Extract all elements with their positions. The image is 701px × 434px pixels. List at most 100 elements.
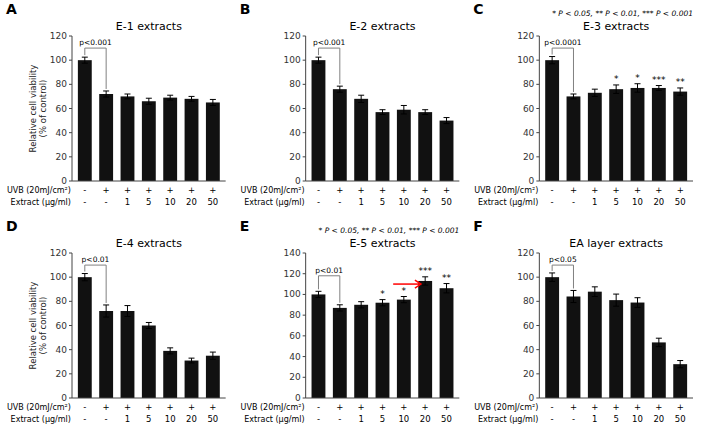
y-tick [303, 315, 306, 316]
bar [609, 89, 623, 181]
y-tick-label: 0 [529, 176, 535, 186]
error-line [361, 302, 362, 308]
row-header: UVB (20mJ/cm²) [474, 403, 538, 412]
y-tick-label: 60 [523, 104, 535, 114]
y-axis [305, 253, 306, 398]
bar [354, 305, 368, 398]
error-cap [656, 346, 662, 347]
bar [206, 356, 220, 398]
y-tick [536, 373, 539, 374]
error-bar [103, 305, 109, 317]
error-line [552, 273, 553, 281]
error-cap [103, 317, 109, 318]
y-tick [69, 301, 72, 302]
x-tick-label: + [634, 402, 641, 412]
error-line [680, 88, 681, 95]
y-tick-label: 80 [56, 296, 68, 306]
x-tick-label: - [83, 414, 86, 424]
x-tick-label: + [188, 185, 195, 195]
bar [588, 292, 602, 398]
y-tick [536, 108, 539, 109]
error-cap [592, 286, 598, 287]
x-tick-label: + [443, 185, 450, 195]
error-bar [380, 110, 386, 115]
error-cap [613, 93, 619, 94]
y-axis-label: Relative cell viability(% of control) [28, 282, 48, 370]
error-cap [358, 307, 364, 308]
x-tick-label: + [379, 185, 386, 195]
star-label: *** [418, 266, 432, 276]
star-label: * [380, 289, 385, 299]
error-cap [613, 306, 619, 307]
y-tick-label: 120 [50, 248, 67, 258]
y-tick [303, 356, 306, 357]
error-cap [401, 302, 407, 303]
error-cap [677, 367, 683, 368]
x-tick-label: + [379, 402, 386, 412]
error-cap [103, 97, 109, 98]
error-line [382, 300, 383, 306]
arrow-head [415, 280, 421, 288]
error-line [425, 110, 426, 115]
y-tick [303, 84, 306, 85]
x-tick-label: + [103, 402, 110, 412]
panel: 020406080100120Relative cell viability(%… [6, 1, 226, 207]
y-tick-label: 40 [523, 128, 535, 138]
y-tick-label: 80 [523, 296, 535, 306]
error-cap [167, 353, 173, 354]
error-cap [315, 63, 321, 64]
x-tick-label: 20 [186, 197, 197, 207]
y-tick [536, 349, 539, 350]
y-tick [536, 60, 539, 61]
row-header: Extract (μg/ml) [11, 415, 71, 424]
y-tick-label: 60 [56, 321, 68, 331]
error-cap [549, 272, 555, 273]
x-tick-label: 20 [186, 414, 197, 424]
bar [652, 342, 666, 398]
y-tick-label: 0 [61, 393, 67, 403]
star-label: ** [676, 77, 686, 87]
panel-label: D [6, 218, 18, 234]
significance-bracket [552, 265, 573, 288]
bar [673, 364, 687, 398]
row-header: Extract (μg/ml) [244, 415, 304, 424]
error-cap [570, 94, 576, 95]
x-tick-label: 10 [165, 197, 176, 207]
y-tick [69, 325, 72, 326]
bar [121, 311, 135, 398]
x-axis [539, 398, 693, 399]
bar [588, 93, 602, 181]
error-bar [613, 294, 619, 306]
error-cap [444, 117, 450, 118]
error-bar [677, 88, 683, 95]
y-tick-label: 0 [529, 393, 535, 403]
error-line [637, 298, 638, 308]
error-bar [337, 86, 343, 92]
bar [376, 112, 390, 181]
y-tick [303, 36, 306, 37]
y-tick-label: 100 [517, 55, 534, 65]
significance-bracket [318, 48, 339, 84]
x-tick-label: + [443, 402, 450, 412]
error-bar [124, 306, 130, 317]
error-cap [82, 280, 88, 281]
y-tick-label: 20 [56, 369, 68, 379]
star-label: * [635, 73, 640, 83]
y-axis-label-line: Relative cell viability [28, 65, 38, 153]
y-tick [69, 349, 72, 350]
error-bar [656, 338, 662, 346]
y-tick-label: 80 [56, 79, 68, 89]
star-label: ** [442, 273, 452, 283]
error-cap [422, 276, 428, 277]
title: E-2 extracts [349, 20, 415, 33]
y-tick-label: 20 [523, 369, 535, 379]
significance-bracket [318, 276, 339, 303]
error-bar [167, 95, 173, 100]
x-tick-label: 50 [207, 197, 218, 207]
error-cap [444, 292, 450, 293]
error-line [594, 287, 595, 297]
y-axis-label-line: (% of control) [38, 80, 48, 138]
error-bar [401, 297, 407, 303]
x-tick-label: 10 [632, 197, 643, 207]
bar [354, 99, 368, 181]
